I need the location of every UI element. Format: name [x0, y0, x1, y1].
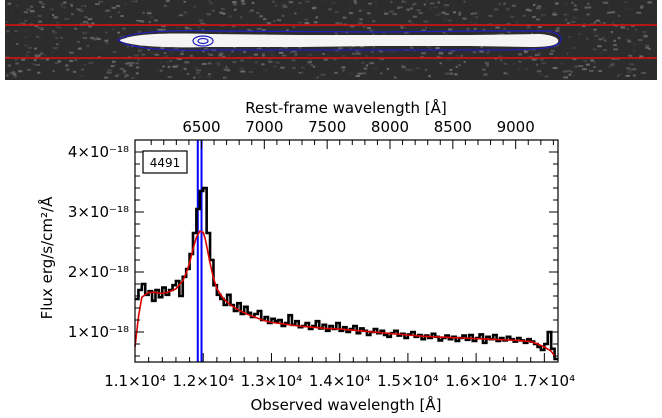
model-fit-line [134, 230, 556, 357]
plot-area: 1.1×10⁴ 1.2×10⁴ 1.3×10⁴ 1.4×10⁴ 1.5×10⁴ 1.6×1… [68, 118, 575, 390]
x-tick-label: 1.4×10⁴ [309, 372, 371, 390]
y-tick-label: 2×10⁻¹⁸ [68, 263, 129, 281]
y-tick-label: 3×10⁻¹⁸ [68, 203, 129, 221]
emission-line-markers [196, 140, 203, 362]
x-tick-label: 1.7×10⁴ [514, 372, 576, 390]
rest-tick-label: 6500 [182, 118, 220, 136]
axis-ticks [134, 140, 558, 362]
y-axis-title: Flux erg/s/cm²/Å [37, 196, 56, 319]
y-tick-label: 4×10⁻¹⁸ [68, 143, 129, 161]
x-tick-label: 1.3×10⁴ [241, 372, 303, 390]
object-label-box: 4491 [142, 150, 188, 174]
rest-tick-label: 7000 [245, 118, 283, 136]
tick-labels: 1.1×10⁴ 1.2×10⁴ 1.3×10⁴ 1.4×10⁴ 1.5×10⁴ 1.6×1… [68, 118, 575, 390]
object-label: 4491 [150, 156, 181, 170]
bottom-axis-title: Observed wavelength [Å] [250, 395, 441, 414]
rest-tick-label: 9000 [497, 118, 535, 136]
rest-tick-label: 8000 [371, 118, 409, 136]
top-axis-title: Rest-frame wavelength [Å] [245, 98, 446, 117]
rest-tick-label: 8500 [434, 118, 472, 136]
x-tick-label: 1.2×10⁴ [172, 372, 234, 390]
x-tick-label: 1.6×10⁴ [445, 372, 507, 390]
x-tick-label: 1.5×10⁴ [377, 372, 439, 390]
y-tick-label: 1×10⁻¹⁸ [68, 323, 129, 341]
x-tick-label: 1.1×10⁴ [104, 372, 166, 390]
spectrum-2d-image [5, 0, 657, 80]
plot-frame [134, 139, 559, 363]
rest-tick-label: 7500 [308, 118, 346, 136]
